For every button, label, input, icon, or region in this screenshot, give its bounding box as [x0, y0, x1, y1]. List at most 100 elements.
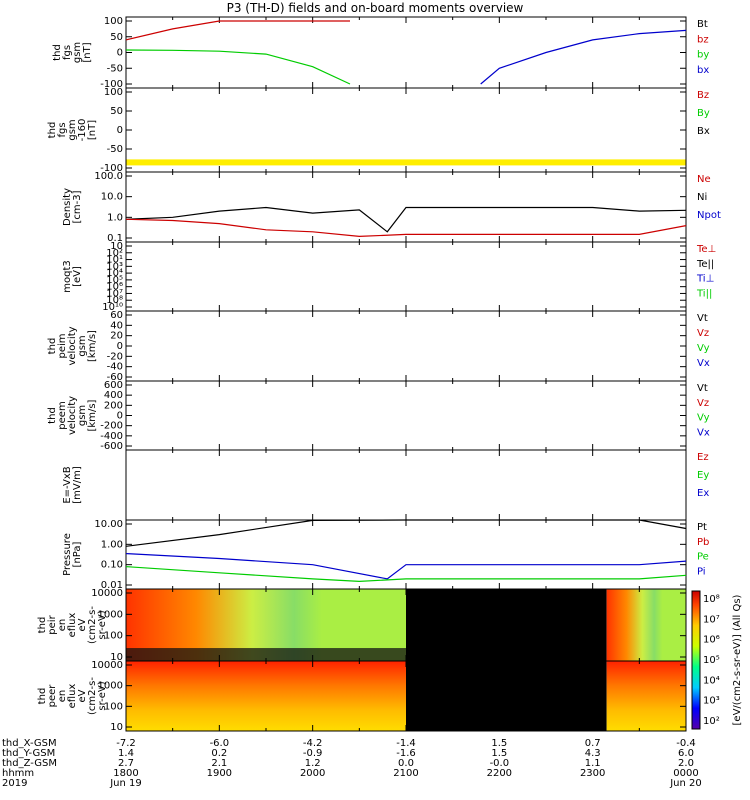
- footer-value: -0.4: [676, 738, 696, 749]
- footer-value: 0.7: [585, 738, 601, 749]
- colorbar-tick: 10⁸: [703, 594, 720, 605]
- footer-value: 0000: [673, 768, 698, 779]
- y-axis-label: fgs: [57, 122, 68, 137]
- y-axis-label: moqt3: [62, 260, 73, 293]
- panel-density: 100.0 10.0 1.0 0.1 Density [cm-3] Ne Ni Npot: [62, 171, 721, 244]
- y-axis-label: thd: [52, 44, 63, 61]
- y-tick-label: 10⁵: [106, 275, 123, 286]
- y-axis-label: Density: [62, 188, 73, 226]
- y-axis-label: [nPa]: [72, 541, 83, 567]
- series-pressure-pe: [125, 553, 687, 580]
- legend-te__: Te||: [696, 259, 714, 270]
- y-axis-label: eflux: [67, 613, 78, 638]
- footer-value: 2200: [487, 768, 512, 779]
- footer-row-label: 2019: [2, 778, 27, 789]
- legend-bz: bz: [697, 34, 709, 45]
- y-tick-label: 10: [110, 652, 123, 663]
- y-tick-label: -600: [100, 441, 123, 452]
- y-tick-label: 10000: [91, 588, 123, 599]
- y-axis-label: [mV/m]: [72, 466, 83, 504]
- y-tick-label: -20: [107, 351, 123, 362]
- footer-value: Jun 19: [109, 778, 142, 789]
- y-tick-label: 600: [104, 380, 123, 391]
- y-axis-label: eflux: [67, 684, 78, 709]
- legend-te_: Te⊥: [696, 244, 716, 255]
- y-axis-label: thd: [37, 617, 48, 634]
- y-axis-label: [km/s]: [87, 399, 98, 431]
- panel-frame: [125, 310, 687, 382]
- y-tick-label: 10: [110, 722, 123, 733]
- y-tick-label: 10.0: [101, 192, 123, 203]
- y-tick-label: 1.0: [107, 212, 123, 223]
- y-axis-label: Pressure: [62, 533, 73, 576]
- colorbar-tick: 10²: [703, 716, 720, 727]
- page-title: P3 (TH-D) fields and on-board moments ov…: [226, 1, 524, 15]
- y-axis-label: en: [57, 619, 68, 632]
- footer-row-label: thd_X-GSM: [2, 738, 57, 749]
- legend-vy: Vy: [697, 413, 710, 424]
- footer-value: -4.2: [303, 738, 323, 749]
- legend-vt: Vt: [697, 383, 708, 394]
- y-tick-label: 20: [110, 331, 123, 342]
- footer-value: 1.5: [491, 748, 507, 759]
- y-tick-label: 1.00: [101, 539, 123, 550]
- y-tick-label: 0: [117, 341, 123, 352]
- footer-value: 1.5: [491, 738, 507, 749]
- footer-value: 6.0: [678, 748, 694, 759]
- footer-value: 2000: [300, 768, 325, 779]
- y-tick-label: 50: [110, 106, 123, 117]
- series-pressure-pi: [125, 566, 687, 583]
- y-axis-label: gsm: [72, 42, 83, 63]
- footer-value: 2100: [393, 768, 418, 779]
- y-axis-label: -160: [77, 119, 88, 142]
- footer-row-label: hhmm: [2, 768, 34, 779]
- legend-ti__: Ti||: [696, 288, 712, 299]
- y-tick-label: -50: [107, 144, 123, 155]
- colorbar-tick: 10⁶: [703, 635, 720, 646]
- y-tick-label: 10¹: [106, 255, 123, 266]
- y-tick-label: 10¹⁰: [102, 302, 123, 313]
- legend-vx: Vx: [697, 427, 710, 438]
- y-tick-label: 100: [104, 87, 123, 98]
- y-tick-label: -60: [107, 372, 123, 383]
- y-axis-label: [nT]: [82, 42, 93, 62]
- footer-value: 4.3: [585, 748, 601, 759]
- footer-value: -6.0: [210, 738, 230, 749]
- y-tick-label: 10: [110, 241, 123, 252]
- colorbar-tick: 10⁷: [703, 614, 720, 625]
- y-axis-label: [nT]: [87, 120, 98, 140]
- series-density-ni: [125, 206, 687, 233]
- colorbar-tick: 10⁴: [703, 675, 720, 686]
- y-tick-label: 0.10: [101, 560, 123, 571]
- footer-value: 1900: [207, 768, 232, 779]
- y-axis-label: peir: [47, 614, 58, 634]
- legend-pe: Pe: [697, 552, 709, 563]
- footer-value: 2.0: [678, 758, 694, 769]
- footer-value: -1.4: [396, 738, 416, 749]
- footer-value: 2.1: [211, 758, 227, 769]
- footer-row-label: thd_Z-GSM: [2, 758, 57, 769]
- y-tick-label: 10⁸: [106, 295, 123, 306]
- series-pressure-pt: [125, 519, 687, 547]
- legend-pt: Pt: [697, 522, 707, 533]
- y-axis-label: thd: [37, 688, 48, 705]
- quality-flag-bar: [126, 159, 686, 166]
- legend-vy: Vy: [697, 343, 710, 354]
- y-tick-label: 0: [117, 125, 123, 136]
- y-tick-label: 10000: [91, 660, 123, 671]
- y-tick-label: 100: [104, 16, 123, 27]
- y-tick-label: 10⁴: [106, 268, 123, 279]
- y-tick-label: 0.01: [101, 580, 123, 591]
- peer-data-gap: [406, 661, 607, 731]
- colorbar-label: [eV/(cm2-s-sr-eV)] (All Qs): [732, 594, 743, 725]
- footer-value: 0.0: [398, 758, 414, 769]
- series-fgs_gsm-by: [125, 49, 351, 85]
- legend-ti_: Ti⊥: [696, 274, 714, 285]
- panel-frame: [125, 449, 687, 521]
- y-axis-label: E=-VxB: [62, 466, 73, 503]
- y-tick-label: 10⁷: [106, 288, 123, 299]
- colorbar-tick: 10³: [703, 696, 720, 707]
- panel-frame: [125, 380, 687, 451]
- series-fgs_gsm-bx: [480, 29, 687, 85]
- y-axis-label: peer: [47, 684, 58, 708]
